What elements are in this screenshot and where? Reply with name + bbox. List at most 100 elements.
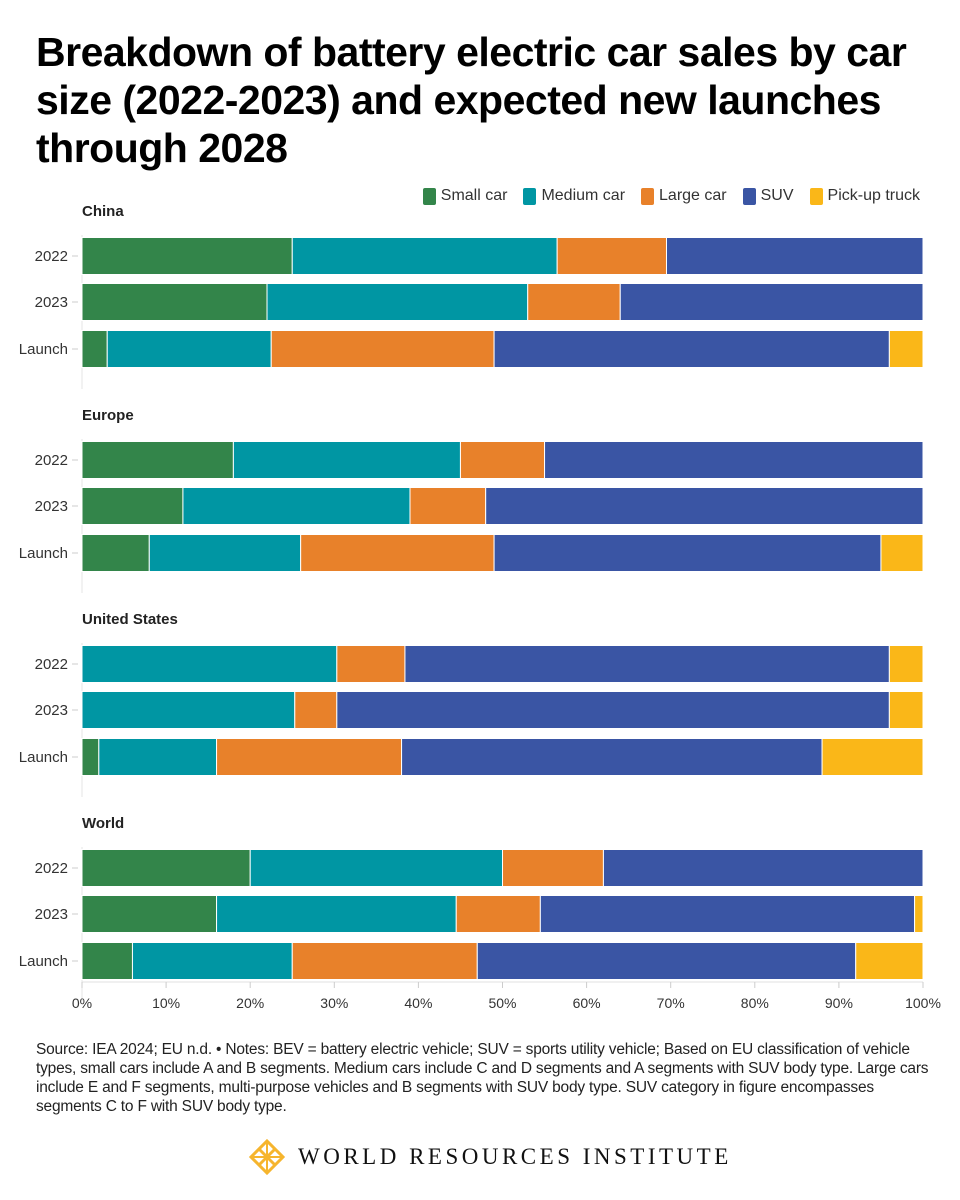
panel-title-united-states: United States (82, 611, 178, 628)
bar-segment-europe-2023-small-car (81, 487, 184, 525)
legend-item-large-car: Large car (641, 187, 727, 205)
bar-segment-europe-2022-suv (544, 441, 924, 479)
bar-segment-world-2022-suv (602, 849, 924, 887)
row-label: 2022 (35, 860, 68, 877)
legend-label-small-car: Small car (440, 187, 508, 204)
row-label: Launch (19, 341, 68, 358)
x-tick-label: 100% (905, 995, 941, 1011)
bar-segment-united-states-launch-medium-car (98, 738, 218, 776)
legend-label-suv: SUV (760, 187, 794, 204)
x-tick-label: 10% (152, 995, 180, 1011)
brand-name: WORLD RESOURCES INSTITUTE (298, 1144, 732, 1169)
legend-swatch-suv (742, 187, 756, 205)
x-tick-label: 80% (741, 995, 769, 1011)
legend-item-small-car: Small car (422, 187, 508, 205)
x-tick-label: 30% (320, 995, 348, 1011)
bar-segment-united-states-launch-small-car (81, 738, 100, 776)
bar-segment-united-states-2023-suv (336, 691, 890, 729)
row-label: 2022 (35, 452, 68, 469)
legend: Small car Medium car Large car SUV Pick-… (422, 187, 920, 205)
bar-segment-china-2022-large-car (556, 237, 667, 275)
bar-segment-europe-2023-suv (485, 487, 924, 525)
bar-segment-united-states-2022-suv (404, 645, 890, 683)
legend-swatch-medium-car (523, 187, 537, 205)
bar-segment-world-launch-large-car (291, 942, 478, 980)
stacked-bar-chart: China 2022 2023 Launch Europe 2022 2023 Launch U… (19, 203, 941, 1011)
row-label: Launch (19, 953, 68, 970)
row-label: 2022 (35, 656, 68, 673)
bar-segment-europe-2022-small-car (81, 441, 234, 479)
bar-segment-united-states-2023-large-car (294, 691, 338, 729)
bar-segment-united-states-launch-large-car (216, 738, 403, 776)
row-label: Launch (19, 749, 68, 766)
bar-segment-china-2023-large-car (527, 283, 621, 321)
x-tick-label: 60% (573, 995, 601, 1011)
bar-segment-europe-launch-pick-up-truck (880, 534, 924, 572)
bar-segment-world-2023-small-car (81, 895, 218, 933)
bar-segment-china-launch-large-car (270, 330, 495, 368)
bar-segment-united-states-launch-suv (401, 738, 823, 776)
bar-segment-china-launch-suv (493, 330, 890, 368)
bar-segment-united-states-2022-large-car (336, 645, 406, 683)
bar-segment-united-states-2022-medium-car (81, 645, 338, 683)
bar-segment-world-2023-large-car (455, 895, 541, 933)
bar-segment-world-2022-large-car (502, 849, 604, 887)
bar-segment-china-2023-suv (619, 283, 924, 321)
legend-item-pickup-truck: Pick-up truck (809, 187, 920, 205)
bar-segment-united-states-2023-medium-car (81, 691, 296, 729)
bar-segment-europe-launch-medium-car (148, 534, 302, 572)
legend-label-large-car: Large car (659, 187, 727, 204)
bar-segment-world-launch-medium-car (131, 942, 293, 980)
legend-label-pickup-truck: Pick-up truck (827, 187, 920, 204)
bar-segment-world-2023-suv (539, 895, 916, 933)
bar-segment-world-launch-suv (476, 942, 857, 980)
bar-segment-united-states-2023-pick-up-truck (888, 691, 924, 729)
bar-segment-europe-2022-large-car (459, 441, 546, 479)
row-label: 2023 (35, 906, 68, 923)
bar-segment-united-states-launch-pick-up-truck (821, 738, 924, 776)
bar-segment-europe-2023-medium-car (182, 487, 411, 525)
bar-segment-world-2022-medium-car (249, 849, 503, 887)
x-tick-label: 0% (72, 995, 92, 1011)
bar-segment-china-2022-medium-car (291, 237, 558, 275)
wri-lattice-logo-icon (248, 1138, 286, 1176)
row-label: 2023 (35, 498, 68, 515)
legend-swatch-small-car (422, 187, 436, 205)
bar-segment-europe-launch-large-car (300, 534, 495, 572)
bar-segment-china-2023-medium-car (266, 283, 529, 321)
legend-label-medium-car: Medium car (541, 187, 626, 204)
x-tick-label: 90% (825, 995, 853, 1011)
bar-segment-china-2022-small-car (81, 237, 293, 275)
x-tick-label: 50% (488, 995, 516, 1011)
x-tick-label: 40% (404, 995, 432, 1011)
legend-item-suv: SUV (742, 187, 794, 205)
bar-segment-europe-2023-large-car (409, 487, 487, 525)
bar-segment-world-2023-pick-up-truck (914, 895, 924, 933)
row-label: 2023 (35, 294, 68, 311)
x-tick-label: 20% (236, 995, 264, 1011)
brand-footer: WORLD RESOURCES INSTITUTE (248, 1138, 732, 1176)
row-label: 2022 (35, 248, 68, 265)
panel-title-europe: Europe (82, 407, 134, 424)
bar-segment-world-2023-medium-car (216, 895, 457, 933)
bar-segment-world-launch-pick-up-truck (855, 942, 924, 980)
bar-segment-china-2023-small-car (81, 283, 268, 321)
x-tick-label: 70% (657, 995, 685, 1011)
row-label: 2023 (35, 702, 68, 719)
bar-segment-europe-launch-small-car (81, 534, 150, 572)
bar-segment-europe-2022-medium-car (232, 441, 461, 479)
bar-segment-united-states-2022-pick-up-truck (888, 645, 924, 683)
legend-swatch-pickup-truck (809, 187, 823, 205)
row-label: Launch (19, 545, 68, 562)
bar-segment-china-2022-suv (665, 237, 924, 275)
chart-title: Breakdown of battery electric car sales … (36, 29, 907, 171)
bar-segment-europe-launch-suv (493, 534, 882, 572)
legend-item-medium-car: Medium car (523, 187, 625, 205)
panel-title-china: China (82, 203, 124, 220)
legend-swatch-large-car (641, 187, 655, 205)
source-footnote: Source: IEA 2024; EU n.d. • Notes: BEV =… (36, 1041, 929, 1115)
panel-title-world: World (82, 815, 124, 832)
bar-segment-china-launch-pick-up-truck (888, 330, 924, 368)
bar-segment-china-launch-small-car (81, 330, 108, 368)
bar-segment-world-2022-small-car (81, 849, 251, 887)
